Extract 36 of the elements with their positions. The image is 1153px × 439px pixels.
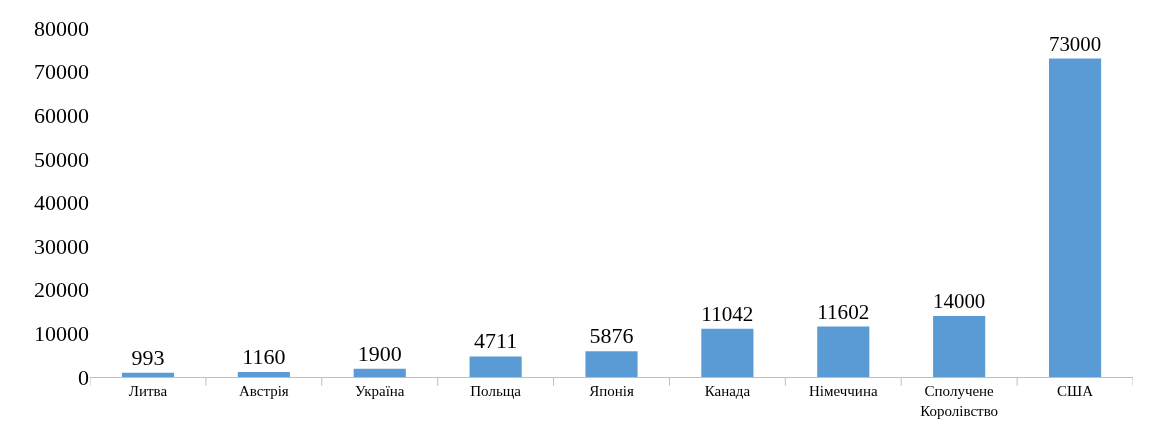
- y-tick-label: 0: [78, 364, 89, 390]
- data-label: 993: [131, 344, 165, 370]
- x-tick-label: Польща: [470, 383, 522, 399]
- data-label: 4711: [474, 328, 518, 354]
- x-tick-label: Канада: [704, 383, 751, 399]
- x-tick-label: Сполучене Королівство: [920, 383, 999, 419]
- data-label: 11602: [817, 299, 870, 324]
- y-tick-label: 40000: [34, 190, 89, 216]
- bar: [817, 326, 870, 377]
- y-tick-label: 70000: [34, 59, 89, 85]
- y-tick-label: 50000: [34, 146, 89, 172]
- data-label: 73000: [1048, 31, 1102, 56]
- data-label: 5876: [589, 323, 634, 349]
- bar: [933, 315, 986, 377]
- data-label: 1160: [242, 343, 286, 369]
- x-tick-label: США: [1057, 383, 1094, 399]
- y-tick-label: 10000: [34, 321, 89, 347]
- data-label: 11042: [701, 302, 754, 327]
- bar: [585, 351, 638, 377]
- y-tick-label: 80000: [34, 15, 89, 41]
- x-tick-label: Литва: [128, 383, 168, 399]
- bar: [701, 328, 754, 377]
- bar: [121, 372, 175, 377]
- bar: [237, 371, 290, 377]
- bar: [1048, 58, 1102, 377]
- x-tick-label: Японія: [589, 383, 634, 399]
- x-tick-label: Німеччина: [808, 383, 878, 399]
- y-tick-label: 60000: [34, 102, 89, 128]
- x-tick-label: Україна: [354, 383, 405, 399]
- y-tick-label: 30000: [34, 233, 89, 259]
- data-label: 14000: [933, 289, 986, 314]
- data-label: 1900: [357, 340, 402, 366]
- y-tick-label: 20000: [34, 277, 89, 303]
- bar: [469, 356, 522, 377]
- bar: [353, 368, 406, 377]
- x-tick-label: Австрія: [238, 383, 289, 399]
